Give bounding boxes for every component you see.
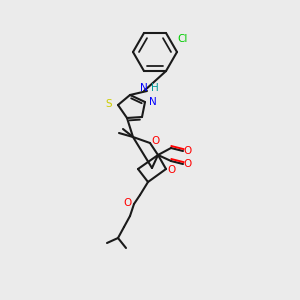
Text: N: N	[149, 97, 157, 107]
Text: O: O	[184, 146, 192, 156]
Text: O: O	[151, 136, 159, 146]
Text: O: O	[124, 198, 132, 208]
Text: Cl: Cl	[178, 34, 188, 44]
Text: H: H	[151, 83, 159, 93]
Text: O: O	[184, 159, 192, 169]
Text: S: S	[106, 99, 112, 109]
Text: O: O	[167, 165, 175, 175]
Text: N: N	[140, 83, 148, 93]
